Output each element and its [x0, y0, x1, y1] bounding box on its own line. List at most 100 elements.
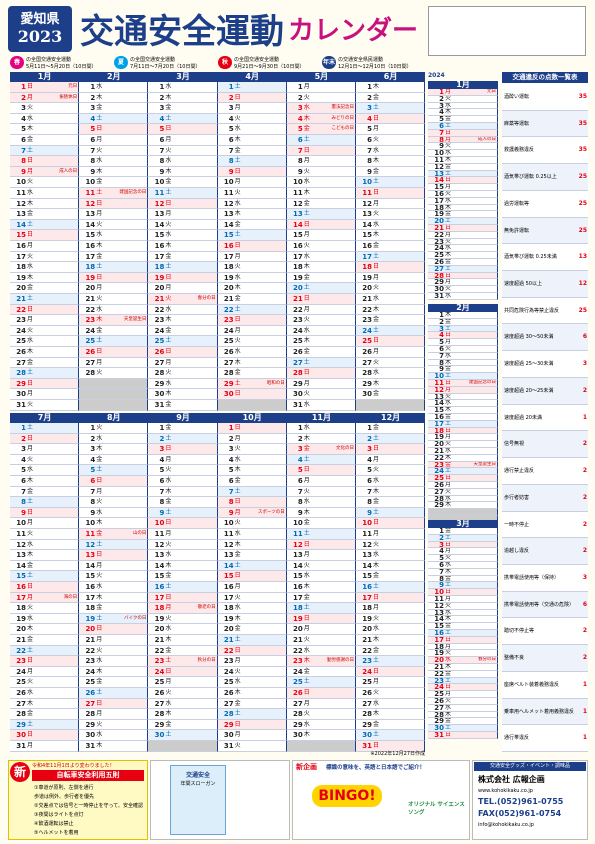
day-cell [428, 259, 498, 266]
day-cell [217, 304, 287, 316]
campaign-text: の交通安全県民運動 [338, 57, 384, 63]
event-note: 春分の日 [197, 296, 216, 301]
day-cell [356, 582, 426, 593]
day-cell [10, 336, 80, 347]
day-cell [79, 539, 149, 551]
day-cell [428, 414, 498, 421]
day-number: 9 [159, 508, 165, 517]
table-row [502, 511, 588, 539]
day-number: 11 [154, 189, 165, 197]
day-number: 20 [434, 657, 444, 664]
day-number: 11 [293, 530, 303, 538]
table-row [502, 618, 588, 646]
day-number: 7 [439, 568, 444, 576]
day-cell [148, 251, 218, 263]
day-cell [10, 198, 80, 210]
day-cell [356, 518, 426, 529]
day-number: 15 [85, 231, 96, 240]
day-number: 8 [21, 157, 26, 166]
table-row [502, 137, 588, 165]
day-cell [148, 518, 218, 529]
table-row [502, 217, 588, 245]
day-number: 22 [154, 305, 165, 314]
weekday: 水 [96, 157, 103, 165]
day-cell [10, 624, 80, 635]
weekday: 日 [303, 466, 310, 474]
day-cell [356, 613, 426, 625]
points: 25 [578, 306, 587, 314]
day-cell [79, 283, 149, 294]
day-cell [10, 465, 80, 476]
weekday: 木 [96, 167, 103, 175]
day-cell [356, 368, 426, 379]
day-cell [286, 719, 356, 731]
day-number: 18 [85, 604, 96, 613]
day-cell [10, 251, 80, 263]
day-cell [148, 592, 218, 604]
day-cell [286, 124, 356, 135]
weekday: 日 [165, 593, 172, 601]
day-number: 23 [223, 657, 234, 666]
weekday: 火 [27, 530, 34, 537]
day-cell [217, 465, 287, 476]
day-cell [428, 684, 498, 692]
day-cell [356, 444, 426, 455]
day-number: 20 [85, 284, 96, 293]
day-number: 20 [223, 625, 234, 634]
day-cell [286, 378, 356, 390]
day-number: 10 [16, 178, 26, 187]
day-cell [217, 378, 287, 390]
campaign-period: 7月11日～7月20日（10日間） [130, 64, 201, 70]
weekday: 月 [165, 604, 172, 612]
weekday: 月 [27, 519, 34, 527]
day-cell [356, 476, 426, 487]
event-note: 勤労感謝の日 [326, 658, 354, 664]
day-number: 25 [16, 678, 26, 687]
day-number: 5 [228, 466, 234, 475]
day-number: 29 [293, 379, 303, 388]
day-number: 4 [159, 114, 165, 123]
day-number: 13 [16, 210, 26, 219]
day-cell [356, 550, 426, 561]
day-cell [148, 666, 218, 678]
weekday: 日 [373, 742, 380, 749]
day-number: 26 [16, 689, 26, 697]
weekday: 火 [303, 561, 310, 569]
day-number: 3 [439, 541, 444, 549]
day-number: 9 [439, 143, 444, 151]
day-number: 28 [362, 710, 372, 719]
day-cell [356, 497, 426, 508]
campaign-period: 9月21日～9月30日（10日間） [234, 64, 305, 70]
day-cell [286, 230, 356, 241]
day-cell [148, 635, 218, 646]
day-number: 19 [154, 614, 165, 623]
weekday: 木 [234, 284, 241, 292]
violation: 座席ベルト装着義務違反 [504, 681, 560, 688]
weekday: 月 [303, 231, 310, 239]
day-cell [286, 518, 356, 529]
day-number: 2 [228, 93, 234, 102]
empty-cell [217, 400, 287, 411]
weekday: 木 [303, 434, 310, 442]
violation: 速度超過 50以上 [504, 281, 542, 288]
weekday: 水 [96, 83, 103, 90]
day-cell [428, 225, 498, 232]
day-cell [148, 560, 218, 572]
day-cell [286, 539, 356, 551]
day-number: 5 [439, 116, 444, 123]
day-cell [148, 389, 218, 400]
day-number: 25 [362, 337, 372, 346]
day-cell [10, 518, 80, 529]
day-number: 7 [90, 146, 96, 155]
day-number: 20 [16, 625, 26, 634]
day-cell [217, 423, 287, 434]
day-number: 18 [223, 263, 234, 272]
weekday: 金 [165, 178, 172, 186]
weekday: 土 [27, 572, 34, 580]
day-cell [79, 741, 149, 752]
points: 13 [578, 253, 587, 261]
day-number: 22 [434, 231, 444, 239]
bingo-word: BINGO! [312, 785, 382, 807]
weekday: 日 [373, 189, 380, 196]
day-cell [428, 123, 498, 130]
